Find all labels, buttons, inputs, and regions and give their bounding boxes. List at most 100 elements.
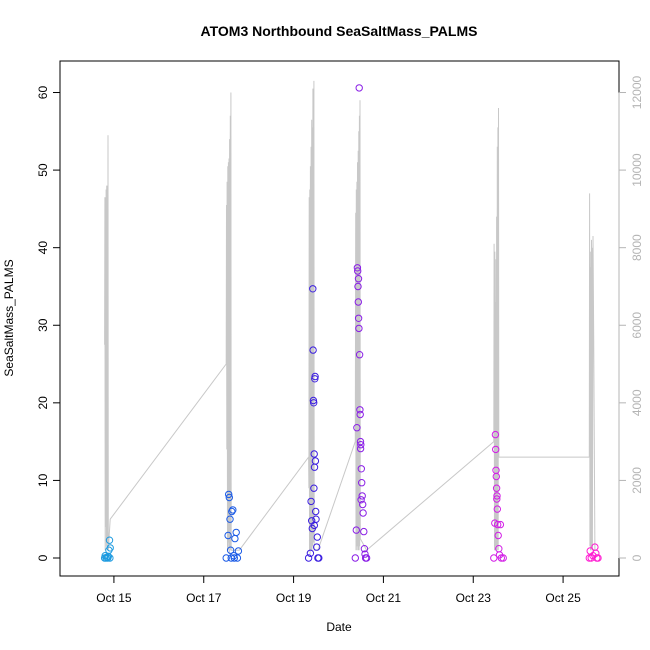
x-tick-label: Oct 15 bbox=[96, 591, 132, 605]
data-point bbox=[356, 437, 365, 446]
data-point bbox=[312, 507, 320, 516]
data-point bbox=[356, 406, 364, 414]
data-point bbox=[354, 267, 362, 275]
data-point bbox=[310, 484, 318, 492]
data-point bbox=[105, 536, 114, 544]
data-point bbox=[228, 507, 236, 516]
data-point bbox=[315, 554, 323, 562]
data-point bbox=[222, 554, 230, 562]
data-point bbox=[356, 410, 364, 419]
data-point bbox=[227, 554, 235, 562]
data-point bbox=[352, 526, 360, 534]
x-tick-label: Oct 21 bbox=[366, 591, 402, 605]
data-point bbox=[311, 372, 319, 381]
data-point bbox=[354, 282, 362, 291]
data-point bbox=[594, 554, 602, 562]
data-point bbox=[493, 492, 501, 500]
data-point bbox=[499, 554, 507, 562]
data-point bbox=[351, 554, 359, 562]
data-point bbox=[104, 554, 112, 562]
data-point bbox=[492, 484, 501, 492]
y-tick-label: 20 bbox=[36, 396, 50, 410]
data-point bbox=[229, 506, 237, 514]
data-point bbox=[225, 493, 234, 502]
data-point bbox=[226, 515, 234, 523]
data-point bbox=[311, 457, 320, 465]
y-tick-label: 0 bbox=[36, 554, 50, 561]
data-points-layer bbox=[100, 84, 602, 562]
altitude-line-layer bbox=[104, 80, 596, 555]
data-point bbox=[309, 396, 318, 405]
y-tick-label: 40 bbox=[36, 241, 50, 255]
data-point bbox=[493, 495, 501, 503]
data-point bbox=[106, 554, 114, 562]
y2-tick-label: 8000 bbox=[630, 234, 644, 261]
data-point bbox=[225, 490, 233, 499]
data-point bbox=[492, 472, 500, 481]
data-point bbox=[310, 450, 318, 458]
y-tick-label: 50 bbox=[36, 163, 50, 177]
x-tick-label: Oct 19 bbox=[276, 591, 312, 605]
data-point bbox=[306, 549, 315, 557]
data-point bbox=[353, 424, 361, 432]
data-point bbox=[354, 314, 363, 322]
data-point bbox=[496, 520, 505, 529]
data-point bbox=[353, 264, 362, 272]
data-point bbox=[230, 554, 239, 562]
x-axis-label: Date bbox=[326, 620, 352, 634]
data-point bbox=[101, 552, 109, 560]
data-point bbox=[106, 544, 114, 552]
data-point bbox=[357, 496, 365, 504]
data-point bbox=[309, 346, 317, 354]
y2-tick-label: 2000 bbox=[630, 467, 644, 494]
data-point bbox=[355, 324, 363, 333]
chart-title: ATOM3 Northbound SeaSaltMass_PALMS bbox=[201, 23, 478, 39]
data-point bbox=[497, 554, 505, 562]
y-tick-label: 60 bbox=[36, 86, 50, 100]
data-point bbox=[311, 375, 319, 383]
data-point bbox=[357, 465, 365, 473]
y-tick-label: 10 bbox=[36, 473, 50, 487]
data-point bbox=[310, 521, 318, 530]
data-point bbox=[490, 554, 498, 562]
y2-tick-label: 4000 bbox=[630, 389, 644, 416]
data-point bbox=[354, 298, 362, 306]
data-point bbox=[234, 547, 243, 555]
data-point bbox=[310, 399, 318, 407]
data-point bbox=[355, 84, 363, 92]
data-point bbox=[358, 479, 366, 487]
data-point bbox=[585, 554, 593, 562]
x-tick-label: Oct 25 bbox=[545, 591, 581, 605]
x-axis: Oct 15 Oct 17 Oct 19 Oct 21 Oct 23 Oct 25 bbox=[96, 575, 581, 605]
data-point bbox=[307, 497, 315, 506]
data-point bbox=[359, 500, 367, 509]
data-point bbox=[313, 533, 321, 541]
data-point bbox=[304, 554, 313, 562]
data-point bbox=[224, 531, 232, 540]
x-tick-label: Oct 23 bbox=[456, 591, 492, 605]
y-axis: 0 10 20 30 40 50 60 bbox=[36, 86, 61, 561]
data-point bbox=[231, 534, 239, 543]
data-point bbox=[491, 430, 500, 439]
y-axis-label: SeaSaltMass_PALMS bbox=[2, 259, 16, 376]
data-point bbox=[362, 554, 371, 562]
data-point bbox=[356, 444, 365, 453]
y-tick-label: 30 bbox=[36, 318, 50, 332]
data-point bbox=[492, 445, 500, 454]
data-point bbox=[309, 285, 317, 293]
data-point bbox=[360, 527, 368, 536]
data-point bbox=[493, 505, 501, 513]
data-point bbox=[359, 509, 367, 517]
data-point bbox=[226, 546, 235, 554]
data-point bbox=[592, 549, 600, 557]
plot-area-frame bbox=[59, 60, 620, 577]
data-point bbox=[494, 531, 502, 540]
data-point bbox=[494, 520, 502, 529]
y2-axis: 0 2000 4000 6000 8000 10000 12000 bbox=[618, 76, 644, 561]
data-point bbox=[313, 543, 321, 551]
y2-tick-label: 10000 bbox=[630, 153, 644, 187]
y2-tick-label: 12000 bbox=[630, 76, 644, 110]
data-point bbox=[358, 492, 366, 500]
data-point bbox=[355, 351, 364, 359]
